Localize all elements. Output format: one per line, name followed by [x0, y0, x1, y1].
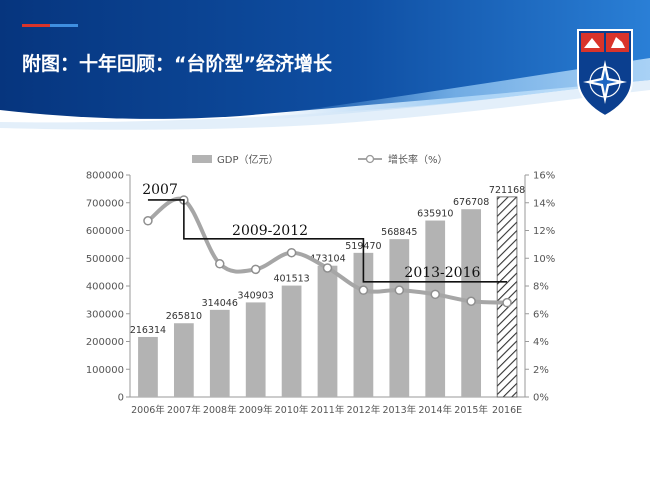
growth-rate-point [466, 296, 476, 307]
x-tick-label: 2011年 [311, 404, 345, 416]
school-logo [577, 29, 633, 118]
growth-rate-series [143, 195, 512, 308]
growth-rate-point [394, 285, 405, 295]
y-left-tick-label: 600000 [86, 226, 124, 237]
growth-rate-point [215, 259, 225, 269]
gdp-bar [317, 265, 338, 397]
step-annotation-label: 2013-2016 [404, 265, 480, 281]
growth-rate-point [358, 285, 369, 295]
step-annotation-label: 2009-2012 [232, 223, 308, 239]
header-band [0, 0, 650, 130]
gdp-bar [245, 302, 266, 397]
x-tick-label: 2014年 [418, 404, 452, 416]
y-axis-right: 0% 2% 4% 6% 8% 10% 12% 14% 16% [525, 171, 555, 404]
gdp-value-label: 216314 [130, 325, 166, 336]
gdp-value-label: 314046 [202, 298, 238, 309]
y-left-tick-label: 200000 [86, 337, 124, 348]
gdp-bar [173, 323, 194, 397]
y-left-tick-label: 700000 [86, 198, 124, 209]
gdp-bar [496, 196, 518, 398]
growth-rate-point [322, 263, 333, 273]
y-left-tick-label: 0 [118, 393, 124, 404]
x-tick-label: 2006年 [131, 404, 165, 416]
y-right-tick-label: 4% [533, 337, 549, 348]
x-tick-label: 2013年 [382, 404, 416, 416]
legend-growth-marker [365, 154, 375, 164]
gdp-value-label: 473104 [309, 254, 345, 265]
gdp-value-label: 676708 [453, 197, 489, 208]
gdp-bar [389, 239, 410, 397]
y-left-tick-label: 800000 [86, 171, 124, 182]
legend: GDP（亿元） 增长率（%） [192, 153, 448, 166]
x-tick-label: 2009年 [239, 404, 273, 416]
x-tick-label: 2008年 [203, 404, 237, 416]
step-annotation-label: 2007 [142, 182, 178, 198]
growth-rate-point [286, 247, 297, 258]
y-left-tick-label: 100000 [86, 365, 124, 376]
step-line [147, 199, 508, 283]
y-right-tick-label: 2% [533, 365, 549, 376]
y-right-tick-label: 16% [533, 171, 555, 182]
gdp-value-label: 635910 [417, 209, 453, 220]
gdp-value-label: 340903 [238, 290, 274, 301]
x-tick-label: 2016E [492, 405, 522, 416]
y-left-tick-label: 300000 [86, 309, 124, 320]
legend-gdp-swatch [192, 155, 212, 163]
y-right-tick-label: 6% [533, 309, 549, 320]
x-axis-labels: 2006年 2007年 2008年 2009年 2010年 2011年 2012年 2013年… [131, 404, 522, 416]
x-tick-label: 2010年 [275, 404, 309, 416]
gdp-value-label: 401513 [273, 274, 309, 285]
gdp-value-label: 568845 [381, 227, 417, 238]
gdp-bar [209, 309, 230, 397]
legend-gdp-label: GDP（亿元） [217, 153, 278, 166]
y-right-tick-label: 0% [533, 393, 549, 404]
y-right-tick-label: 12% [533, 226, 555, 237]
y-axis-left: 0 100000 200000 300000 400000 500000 600000 700… [86, 171, 130, 404]
gdp-bar [138, 336, 158, 397]
y-left-tick-label: 500000 [86, 254, 124, 265]
compass-star-icon [583, 60, 627, 104]
legend-growth-label: 增长率（%） [388, 153, 448, 166]
y-right-tick-label: 14% [533, 198, 555, 209]
growth-rate-point [430, 289, 440, 300]
accent-bar-red [22, 24, 50, 27]
y-right-tick-label: 10% [533, 254, 555, 265]
gdp-bar [281, 285, 302, 397]
y-left-tick-label: 400000 [86, 282, 124, 293]
y-right-tick-label: 8% [533, 282, 549, 293]
growth-rate-point [250, 264, 261, 275]
step-annotations: 2007 2009-2012 2013-2016 [142, 182, 508, 283]
gdp-bars [138, 196, 518, 398]
x-tick-label: 2007年 [167, 404, 201, 416]
x-tick-label: 2015年 [454, 404, 488, 416]
x-tick-label: 2012年 [347, 404, 381, 416]
growth-rate-point [502, 297, 512, 308]
gdp-growth-chart: 0 100000 200000 300000 400000 500000 600000 700… [86, 153, 555, 416]
gdp-value-label: 721168 [489, 185, 525, 196]
growth-rate-point [143, 216, 153, 226]
slide-title: 附图：十年回顾：“台阶型”经济增长 [22, 52, 333, 75]
gdp-bar [425, 220, 446, 397]
accent-bar-blue [50, 24, 78, 27]
gdp-value-label: 265810 [166, 311, 202, 322]
